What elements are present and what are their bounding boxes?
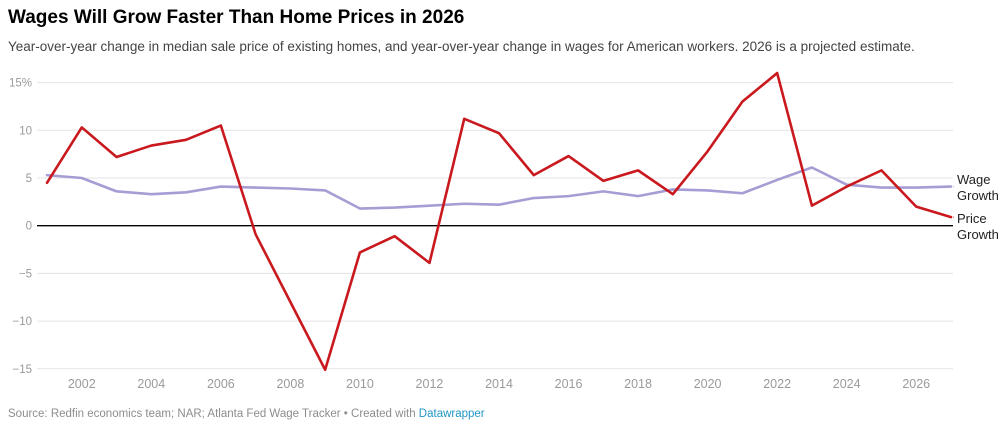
line-chart: 15% 10 5 0 −5 −10 −15 2002 2004 2006 2008 2010 2012 2… xyxy=(9,71,954,391)
chart-subtitle: Year-over-year change in median sale pri… xyxy=(8,39,915,54)
y-tick-label-0: 0 xyxy=(26,221,32,233)
y-tick-label-15: 15% xyxy=(9,78,32,90)
x-tick-label-2024: 2024 xyxy=(833,377,861,391)
chart-title: Wages Will Grow Faster Than Home Prices … xyxy=(8,7,465,28)
footer: Source: Redfin economics team; NAR; Atla… xyxy=(8,407,485,421)
x-tick-label-2026: 2026 xyxy=(902,377,930,391)
y-tick-label--10: −10 xyxy=(12,316,32,328)
source-text: Source: Redfin economics team; NAR; Atla… xyxy=(8,408,341,420)
legend-label-price-growth: Price Growth xyxy=(957,211,999,242)
x-tick-label-2014: 2014 xyxy=(485,377,513,391)
footer-separator: • xyxy=(343,408,348,420)
series-line-price-growth xyxy=(45,71,953,372)
legend-label-wage-growth: Wage Growth xyxy=(957,172,999,203)
x-tick-label-2016: 2016 xyxy=(555,377,583,391)
credit-text: Created with xyxy=(351,408,416,420)
y-tick-label--5: −5 xyxy=(19,268,32,280)
x-tick-label-2008: 2008 xyxy=(276,377,304,391)
x-tick-label-2002: 2002 xyxy=(68,377,96,391)
x-tick-label-2006: 2006 xyxy=(207,377,235,391)
x-tick-label-2020: 2020 xyxy=(694,377,722,391)
x-tick-label-2004: 2004 xyxy=(137,377,165,391)
datawrapper-link[interactable]: Datawrapper xyxy=(418,408,485,420)
x-tick-label-2018: 2018 xyxy=(624,377,652,391)
x-tick-label-2010: 2010 xyxy=(346,377,374,391)
y-tick-label-5: 5 xyxy=(26,173,32,185)
series-line-wage-growth xyxy=(45,166,953,210)
x-tick-label-2022: 2022 xyxy=(763,377,791,391)
x-tick-label-2012: 2012 xyxy=(416,377,444,391)
chart-header: Wages Will Grow Faster Than Home Prices … xyxy=(8,6,1000,55)
y-tick-label-10: 10 xyxy=(19,125,32,137)
y-tick-label--15: −15 xyxy=(12,364,32,376)
